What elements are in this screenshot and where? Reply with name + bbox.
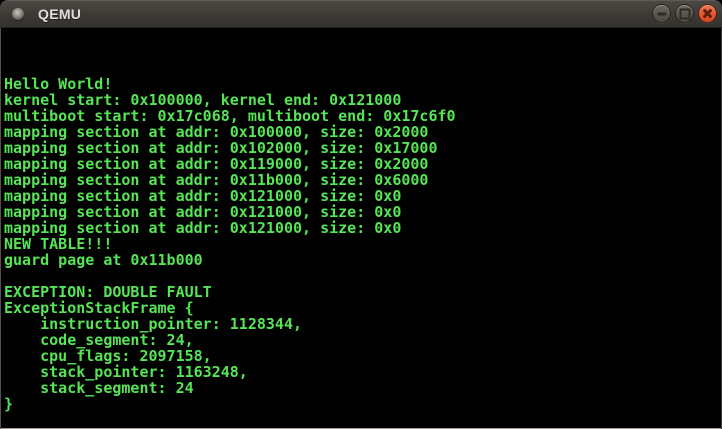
terminal-line: stack_pointer: 1163248, bbox=[4, 363, 248, 381]
terminal-line bbox=[1, 28, 721, 44]
titlebar[interactable]: QEMU bbox=[0, 0, 722, 28]
terminal-line: cpu_flags: 2097158, bbox=[4, 347, 212, 365]
close-button[interactable] bbox=[698, 4, 717, 23]
terminal-line bbox=[1, 44, 721, 60]
terminal-line: mapping section at addr: 0x119000, size:… bbox=[4, 155, 429, 173]
terminal-line: mapping section at addr: 0x102000, size:… bbox=[4, 139, 438, 157]
terminal-display[interactable]: Hello World! kernel start: 0x100000, ker… bbox=[1, 28, 721, 429]
terminal-line: kernel start: 0x100000, kernel end: 0x12… bbox=[4, 91, 402, 109]
terminal-line: mapping section at addr: 0x11b000, size:… bbox=[4, 171, 429, 189]
window-controls bbox=[652, 4, 717, 23]
terminal-line: mapping section at addr: 0x100000, size:… bbox=[4, 123, 429, 141]
maximize-button[interactable] bbox=[675, 4, 694, 23]
terminal-line: multiboot start: 0x17c068, multiboot end… bbox=[4, 107, 456, 125]
terminal-line: mapping section at addr: 0x121000, size:… bbox=[4, 219, 402, 237]
maximize-icon bbox=[679, 8, 690, 19]
terminal-line bbox=[1, 268, 721, 284]
terminal-line: guard page at 0x11b000 bbox=[4, 251, 203, 269]
terminal-line: ExceptionStackFrame { bbox=[4, 299, 194, 317]
app-icon bbox=[12, 7, 24, 20]
window-title: QEMU bbox=[38, 5, 82, 22]
terminal-line: Hello World! bbox=[4, 75, 113, 93]
terminal-line: stack_segment: 24 bbox=[4, 379, 194, 397]
terminal-line: NEW TABLE!!! bbox=[4, 235, 113, 253]
terminal-line bbox=[1, 60, 721, 76]
close-icon bbox=[702, 8, 713, 19]
terminal-line: instruction_pointer: 1128344, bbox=[4, 315, 303, 333]
terminal-line bbox=[1, 412, 721, 428]
terminal-line: mapping section at addr: 0x121000, size:… bbox=[4, 203, 402, 221]
terminal-line: } bbox=[4, 395, 14, 413]
terminal-line: mapping section at addr: 0x121000, size:… bbox=[4, 187, 402, 205]
terminal-line: code_segment: 24, bbox=[4, 331, 194, 349]
minimize-button[interactable] bbox=[652, 4, 671, 23]
terminal-line: EXCEPTION: DOUBLE FAULT bbox=[4, 283, 212, 301]
minimize-icon bbox=[657, 12, 666, 15]
